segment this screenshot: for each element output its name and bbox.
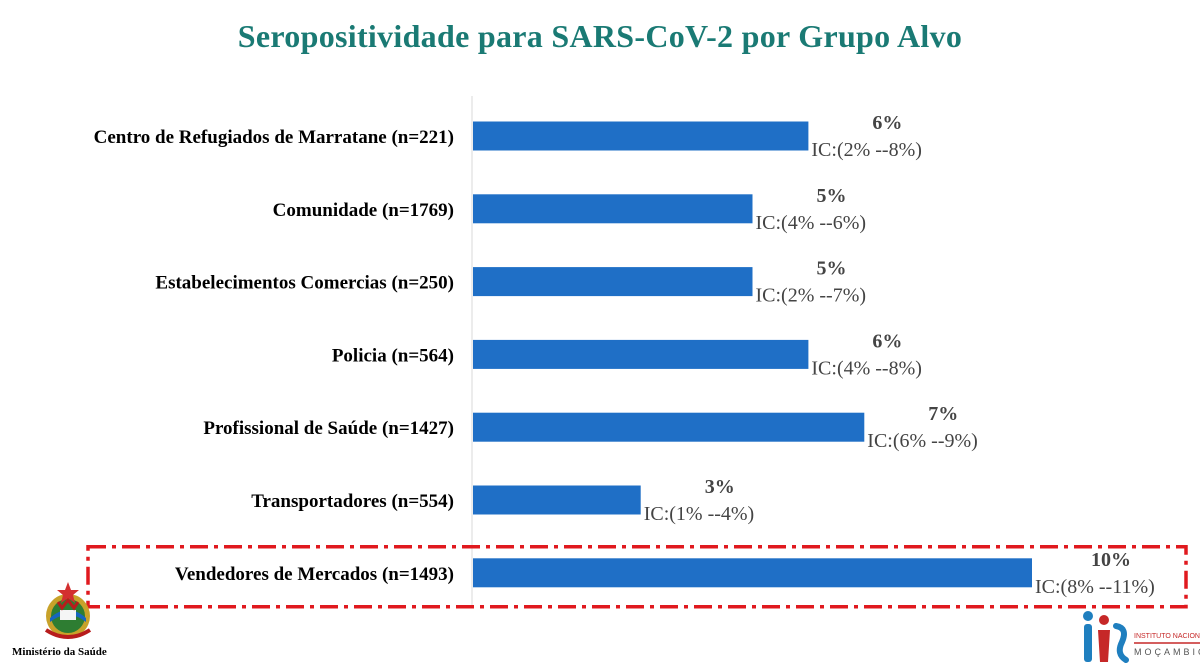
category-label: Transportadores (n=554) bbox=[251, 491, 454, 512]
bar bbox=[473, 267, 753, 297]
ci-label: IC:(4% --8%) bbox=[811, 357, 922, 379]
value-label: 5% bbox=[817, 258, 847, 280]
ins-name-text: INSTITUTO NACIONAL DE SAÚDE bbox=[1134, 631, 1200, 640]
category-label: Policia (n=564) bbox=[332, 345, 454, 366]
category-label: Profissional de Saúde (n=1427) bbox=[203, 418, 454, 439]
category-label: Centro de Refugiados de Marratane (n=221… bbox=[94, 127, 454, 148]
category-label: Vendedores de Mercados (n=1493) bbox=[175, 564, 454, 585]
value-label: 10% bbox=[1091, 549, 1131, 571]
ministry-label: Ministério da Saúde bbox=[12, 646, 107, 658]
bar bbox=[473, 121, 809, 151]
value-label: 6% bbox=[872, 330, 902, 352]
value-label: 3% bbox=[705, 476, 735, 498]
category-label: Comunidade (n=1769) bbox=[273, 200, 454, 221]
ci-label: IC:(2% --8%) bbox=[811, 139, 922, 161]
value-label: 6% bbox=[872, 112, 902, 134]
ci-label: IC:(4% --6%) bbox=[756, 212, 867, 234]
bar bbox=[473, 339, 809, 369]
ci-label: IC:(8% --11%) bbox=[1035, 576, 1155, 598]
value-label: 5% bbox=[817, 185, 847, 207]
ci-label: IC:(1% --4%) bbox=[644, 503, 755, 525]
bar bbox=[473, 194, 753, 224]
category-label: Estabelecimentos Comercias (n=250) bbox=[155, 273, 454, 294]
highlight-box bbox=[86, 545, 1188, 609]
chart-title: Seropositividade para SARS-CoV-2 por Gru… bbox=[237, 18, 963, 54]
bar bbox=[473, 558, 1032, 588]
ci-label: IC:(6% --9%) bbox=[867, 430, 978, 452]
value-label: 7% bbox=[928, 403, 958, 425]
ins-logo: INSTITUTO NACIONAL DE SAÚDE MOÇAMBIQUE bbox=[1083, 611, 1200, 663]
bar bbox=[473, 485, 641, 515]
bar bbox=[473, 412, 865, 442]
ins-country-text: MOÇAMBIQUE bbox=[1134, 647, 1200, 657]
mozambique-emblem-logo bbox=[44, 582, 92, 639]
ci-label: IC:(2% --7%) bbox=[756, 285, 867, 307]
